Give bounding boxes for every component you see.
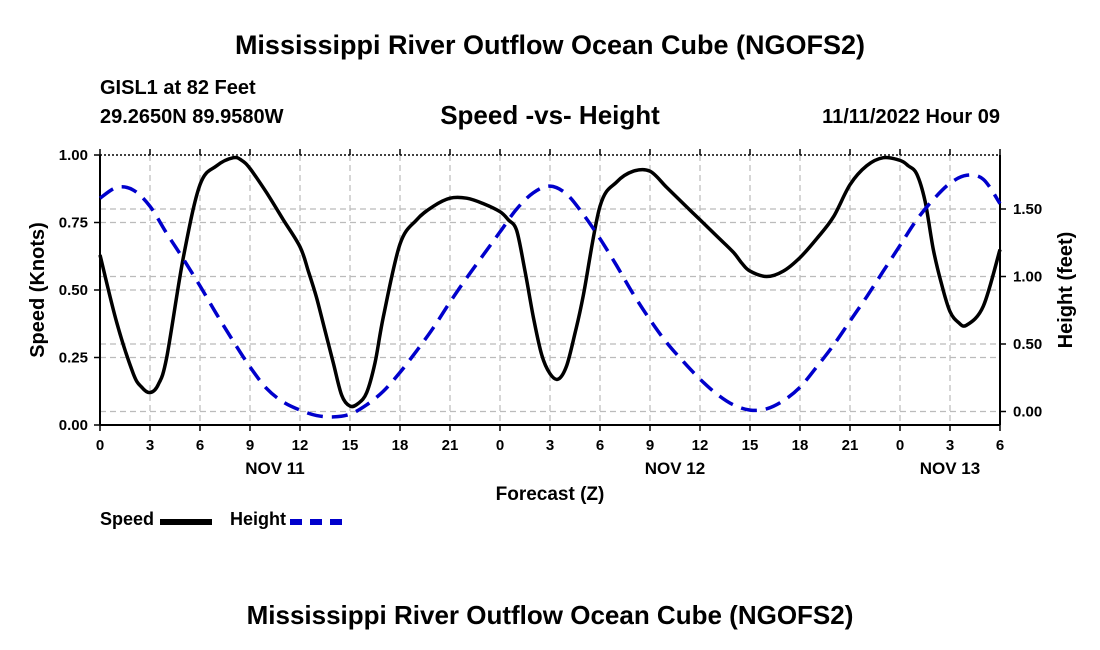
y-tick-label: 0.50 <box>59 282 88 299</box>
x-tick-label: 0 <box>496 437 504 454</box>
day-label: NOV 13 <box>920 459 980 478</box>
x-tick-label: 12 <box>292 437 309 454</box>
y-tick-label: 0.00 <box>59 417 88 434</box>
x-axis-label: Forecast (Z) <box>496 484 605 505</box>
legend-height-line <box>290 519 342 525</box>
x-tick-label: 18 <box>392 437 409 454</box>
legend-speed-line <box>160 519 212 525</box>
y-tick-label: 0.75 <box>59 215 88 232</box>
x-tick-label: 6 <box>596 437 604 454</box>
y-tick-label: 1.00 <box>59 147 88 164</box>
footer-title: Mississippi River Outflow Ocean Cube (NG… <box>246 600 854 630</box>
day-label: NOV 11 <box>245 459 305 478</box>
x-tick-label: 9 <box>646 437 654 454</box>
series-line-speed <box>98 155 1002 409</box>
x-tick-label: 9 <box>246 437 254 454</box>
x-tick-label: 6 <box>996 437 1004 454</box>
chart-title: Speed -vs- Height <box>440 100 660 130</box>
y-axis-label: Speed (Knots) <box>27 222 49 358</box>
x-tick-label: 15 <box>342 437 359 454</box>
x-tick-label: 3 <box>146 437 154 454</box>
x-tick-label: 3 <box>546 437 554 454</box>
y2-tick-label: 0.00 <box>1013 404 1042 421</box>
page-title: Mississippi River Outflow Ocean Cube (NG… <box>234 30 866 60</box>
x-tick-label: 21 <box>442 437 459 454</box>
series-line-height <box>98 173 1002 419</box>
legend-speed-label: Speed <box>100 509 155 529</box>
x-tick-label: 6 <box>196 437 204 454</box>
y2-tick-label: 1.00 <box>1013 269 1042 286</box>
x-tick-label: 12 <box>692 437 709 454</box>
legend-height-label: Height <box>230 509 286 529</box>
x-tick-label: 0 <box>896 437 904 454</box>
y2-axis-label: Height (feet) <box>1055 232 1077 349</box>
station-label: GISL1 at 82 Feet <box>100 77 256 99</box>
x-tick-label: 3 <box>946 437 954 454</box>
y-tick-label: 0.25 <box>59 350 88 367</box>
y2-tick-label: 1.50 <box>1013 201 1042 218</box>
x-tick-label: 0 <box>96 437 104 454</box>
y2-tick-label: 0.50 <box>1013 336 1042 353</box>
location-label: 29.2650N 89.9580W <box>100 106 284 128</box>
x-tick-label: 18 <box>792 437 809 454</box>
datetime-label: 11/11/2022 Hour 09 <box>822 106 1000 128</box>
day-label: NOV 12 <box>645 459 705 478</box>
x-tick-label: 15 <box>742 437 759 454</box>
x-tick-label: 21 <box>842 437 859 454</box>
